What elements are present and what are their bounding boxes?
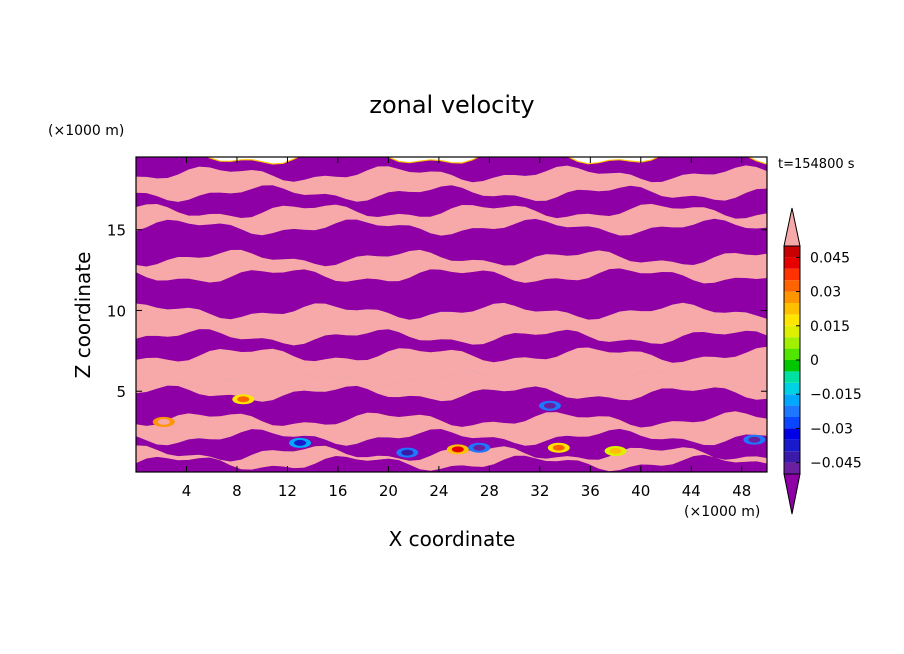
chart-title: zonal velocity — [369, 91, 534, 119]
y-unit-label: (×1000 m) — [48, 123, 124, 139]
colorbar-tick-label: 0 — [810, 353, 819, 369]
velocity-band-neg — [136, 384, 767, 428]
x-tick-label: 32 — [530, 482, 549, 500]
y-tick-label: 15 — [107, 222, 126, 240]
colorbar-swatch — [784, 303, 800, 315]
colorbar-swatch — [784, 371, 800, 383]
colorbar-swatch — [784, 280, 800, 292]
colorbar-swatch — [784, 405, 800, 417]
colorbar-tick-label: −0.03 — [810, 421, 853, 437]
velocity-extreme-core — [157, 418, 170, 425]
colorbar-tick-label: 0.045 — [810, 250, 850, 266]
x-axis-label: X coordinate — [389, 527, 516, 551]
velocity-extreme-core — [543, 402, 556, 409]
x-tick-label: 16 — [328, 482, 347, 500]
x-unit-label: (×1000 m) — [684, 504, 760, 520]
velocity-band-pos — [136, 369, 767, 402]
colorbar-tick-label: −0.045 — [810, 456, 862, 472]
colorbar-swatch — [784, 417, 800, 429]
colorbar-swatch — [784, 360, 800, 372]
x-tick-label: 12 — [278, 482, 297, 500]
colorbar-tick-label: −0.015 — [810, 387, 862, 403]
colorbar-swatch — [784, 257, 800, 269]
velocity-extreme-core — [609, 448, 622, 454]
velocity-extreme-core — [473, 444, 486, 451]
x-tick-label: 48 — [732, 482, 751, 500]
time-label: t=154800 s — [778, 157, 855, 172]
velocity-extreme-core — [294, 439, 307, 446]
colorbar-swatch — [784, 428, 800, 440]
velocity-band-neg — [136, 157, 767, 183]
velocity-extreme-core — [451, 446, 464, 453]
plot-frame — [135, 156, 768, 473]
x-tick-label: 8 — [232, 482, 242, 500]
colorbar-swatch — [784, 382, 800, 395]
colorbar-swatch — [784, 268, 800, 281]
colorbar-tick-label: 0.03 — [810, 285, 841, 301]
velocity-band-pos — [136, 203, 767, 236]
velocity-extreme-core — [401, 449, 414, 456]
velocity-band-pos — [136, 249, 767, 284]
x-tick-label: 4 — [182, 482, 192, 500]
velocity-band-neg — [136, 328, 767, 363]
x-tick-label: 20 — [379, 482, 398, 500]
velocity-band-pos — [136, 164, 767, 202]
velocity-band-neg — [136, 184, 767, 219]
y-tick-label: 5 — [116, 383, 126, 401]
colorbar-swatch — [784, 462, 800, 474]
colorbar: 0.045 0.03 0.015 0 −0.015 −0.03 −0.045 — [783, 207, 862, 515]
x-tick-label: 40 — [631, 482, 650, 500]
velocity-band-pos — [136, 301, 767, 346]
colorbar-swatch — [784, 451, 800, 463]
y-axis: 5 10 15 — [107, 222, 767, 401]
y-axis-label: Z coordinate — [71, 252, 95, 379]
velocity-band-pos — [136, 410, 767, 446]
velocity-band-neg — [136, 217, 767, 267]
colorbar-swatch — [784, 337, 800, 349]
velocity-extreme-core — [552, 444, 565, 451]
x-tick-label: 44 — [682, 482, 701, 500]
colorbar-tick-label: 0.015 — [810, 319, 850, 335]
colorbar-swatch — [784, 246, 800, 258]
y-tick-label: 10 — [107, 302, 126, 320]
velocity-extreme-core — [237, 396, 250, 403]
x-axis: 4 8 12 16 20 24 28 32 36 40 44 48 — [182, 157, 751, 500]
x-tick-label: 24 — [429, 482, 448, 500]
x-tick-label: 28 — [480, 482, 499, 500]
x-tick-label: 36 — [581, 482, 600, 500]
velocity-band-pos — [136, 345, 767, 388]
colorbar-swatch — [784, 439, 800, 452]
colorbar-swatch — [784, 325, 800, 338]
velocity-field — [136, 157, 767, 472]
colorbar-swatch — [784, 394, 800, 406]
band-interface — [206, 157, 767, 165]
colorbar-swatch — [784, 314, 800, 326]
velocity-band-neg — [136, 267, 767, 320]
colorbar-swatch — [784, 291, 800, 303]
colorbar-swatch — [784, 348, 800, 360]
velocity-extreme-core — [748, 436, 761, 443]
